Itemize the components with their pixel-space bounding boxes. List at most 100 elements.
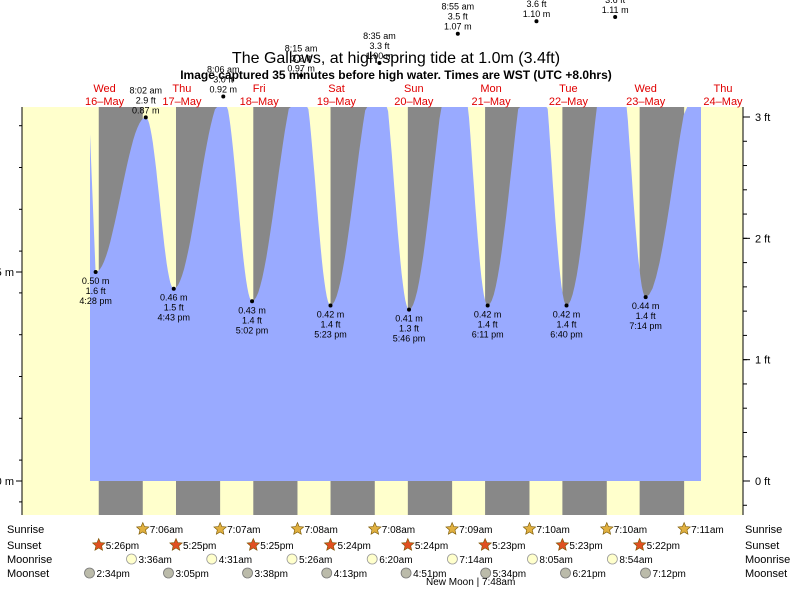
tide-height-m: 1.11 m (602, 5, 629, 15)
day-date: 23–May (626, 96, 666, 108)
day-name: Wed (634, 83, 656, 95)
tide-point (377, 61, 382, 65)
moonrise-icon (206, 553, 218, 565)
tide-height-ft: 3.3 ft (369, 41, 390, 51)
tide-height-m: 0.97 m (287, 64, 315, 74)
sunrise-icon (445, 521, 460, 535)
tide-point (564, 303, 569, 308)
sunset-icon (323, 537, 338, 551)
tide-height-m: 0.50 m (82, 276, 110, 286)
right-tick-label: 3 ft (755, 112, 770, 124)
day-date: 16–May (85, 96, 125, 108)
sunrise-time: 7:09am (459, 525, 492, 536)
tide-height-m: 0.41 m (395, 314, 423, 324)
sunset-time: 5:26pm (106, 541, 139, 552)
sunrise-icon (213, 521, 228, 535)
moonset-icon (321, 567, 333, 579)
day-date: 19–May (317, 96, 357, 108)
moonset-time: 4:51pm (413, 569, 446, 580)
tide-height-m: 0.46 m (160, 293, 188, 303)
moonrise-time: 5:26am (299, 555, 332, 566)
tide-time: 6:40 pm (550, 329, 583, 339)
sunrise-time: 7:06am (150, 525, 183, 536)
tide-height-m: 0.42 m (553, 309, 581, 319)
day-name: Sun (404, 83, 424, 95)
tide-height-ft: 1.4 ft (320, 319, 341, 329)
sunset-time: 5:25pm (260, 541, 293, 552)
tide-point (250, 299, 255, 304)
day-date: 18–May (240, 96, 280, 108)
moonset-icon (400, 567, 412, 579)
axes: 0.0 m 0.5 m 0 ft 1 ft 2 ft 3 ft (0, 107, 770, 515)
moonset-icon (163, 567, 174, 579)
moonrise-time: 4:31am (219, 555, 252, 566)
moonset-time: 3:38pm (255, 569, 288, 580)
moonrise-icon (366, 553, 378, 565)
sunset-time: 5:25pm (183, 541, 216, 552)
tide-point (613, 15, 618, 20)
moonrise-time: 8:54am (619, 555, 652, 566)
tide-point (299, 73, 304, 78)
moonset-icon (640, 567, 651, 579)
tide-curve (90, 107, 701, 515)
tide-time: 5:02 pm (236, 325, 269, 335)
left-tick-label: 0.0 m (0, 476, 14, 488)
tide-height-ft: 1.6 ft (86, 286, 107, 296)
day-name: Sat (328, 83, 345, 95)
right-tick-label: 0 ft (755, 476, 770, 488)
tide-time: 5:46 pm (393, 334, 426, 344)
day-name: Thu (172, 83, 191, 95)
sunset-icon (91, 537, 106, 551)
tide-height-m: 1.10 m (523, 9, 551, 19)
sunrise-time: 7:08am (382, 525, 415, 536)
tide-time: 8:15 am (285, 44, 318, 54)
moonrise-icon (126, 553, 137, 565)
tide-point (455, 31, 460, 36)
tide-time: 5:23 pm (314, 329, 347, 339)
astronomy-rows: Sunrise Sunrise Sunset Sunset Moonrise Moonri… (7, 521, 790, 588)
moonset-icon (560, 567, 571, 579)
day-date: 22–May (549, 96, 589, 108)
tide-point (534, 19, 539, 24)
sunset-icon (246, 537, 261, 551)
moonrise-icon (286, 553, 298, 565)
sunrise-icon (677, 521, 692, 535)
sunset-icon (169, 537, 183, 551)
sunset-icon (400, 537, 415, 551)
right-tick-label: 2 ft (755, 233, 770, 245)
tide-point (221, 94, 226, 99)
tide-point (407, 307, 412, 312)
tide-height-m: 0.42 m (474, 309, 502, 319)
tide-time: 8:35 am (363, 31, 396, 41)
tide-time: 6:11 pm (472, 329, 504, 339)
tide-time: 8:02 am (130, 85, 163, 95)
sunrise-time: 7:08am (304, 525, 337, 536)
sunrise-icon (367, 521, 382, 535)
day-labels: Wed16–MayThu17–MayFri18–MaySat19–MaySun2… (85, 83, 743, 108)
tide-time: 8:55 am (442, 2, 475, 12)
sunset-icon (555, 537, 570, 551)
day-name: Mon (480, 83, 501, 95)
moonset-icon (84, 567, 95, 579)
tide-height-ft: 3.6 ft (526, 0, 547, 9)
moonset-time: 6:21pm (573, 569, 606, 580)
moonrise-time: 6:20am (379, 555, 412, 566)
day-name: Wed (93, 83, 115, 95)
moonset-time: 5:34pm (493, 569, 526, 580)
sunset-time: 5:23pm (569, 541, 602, 552)
tide-height-m: 0.43 m (238, 305, 266, 315)
moonset-icon (480, 567, 492, 579)
tide-time: 7:14 pm (629, 321, 662, 331)
sunrise-time: 7:10am (614, 525, 647, 536)
sunrise-icon (290, 521, 305, 535)
tide-height-m: 0.87 m (132, 105, 160, 115)
tide-height-ft: 1.5 ft (164, 303, 185, 313)
moon-phase-label: New Moon | 7:48am (426, 577, 515, 588)
moonrise-icon (527, 553, 538, 565)
tide-height-m: 0.42 m (317, 309, 345, 319)
moonset-time: 2:34pm (97, 569, 130, 580)
day-name: Tue (559, 83, 578, 95)
moonset-time: 7:12pm (653, 569, 686, 580)
moonrise-icon (606, 553, 618, 565)
sunrise-row-label: Sunrise (7, 524, 44, 536)
